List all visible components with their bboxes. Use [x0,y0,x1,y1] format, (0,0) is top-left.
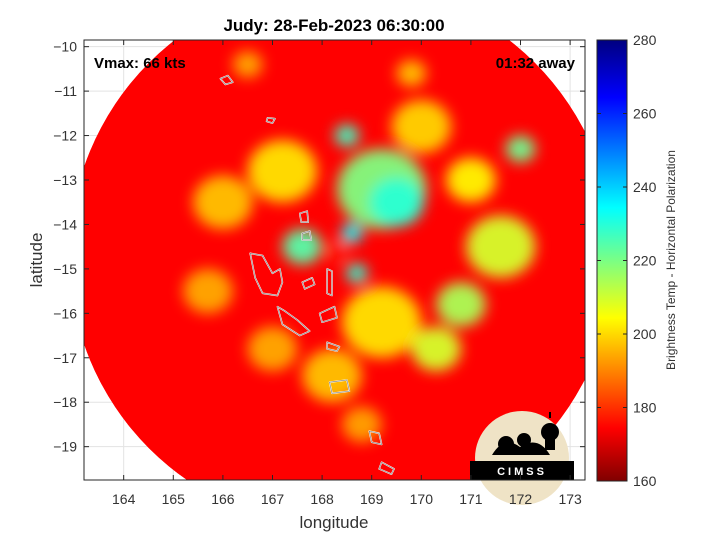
tb-feature [328,243,346,260]
tb-feature [232,51,263,78]
tb-feature [341,286,422,358]
y-axis: −10 −11 −12 −13 −14 −15 −16 −17 −18 −19 [53,39,585,455]
y-tick-label: −11 [54,83,77,99]
vmax-label: Vmax: 66 kts [94,55,186,72]
x-tick-label: 171 [459,491,483,507]
tb-feature [345,263,368,284]
tb-feature [436,282,486,327]
island-outline-inner [219,75,234,85]
island-outline-inner [301,277,316,290]
x-tick-label: 165 [162,491,186,507]
tb-feature [396,60,427,87]
chart-title: Judy: 28-Feb-2023 06:30:00 [223,16,444,35]
brightness-features [183,51,536,443]
coastlines [219,74,395,476]
tb-feature [391,100,452,154]
y-tick-label: −17 [53,350,77,366]
y-tick-label: −12 [53,128,77,144]
y-tick-label: −16 [53,305,77,321]
colorbar-label: Brightness Temp - Horizontal Polarizatio… [664,150,678,370]
island-outline-inner [301,230,312,241]
tb-feature [302,348,362,403]
tb-feature [334,124,360,147]
island-outline-inner [299,210,309,223]
x-tick-label: 170 [410,491,434,507]
tb-feature [446,157,496,203]
tb-feature [505,135,536,163]
y-tick-label: −15 [53,261,77,277]
island-outline-inner [326,268,333,297]
island-outline-inner [266,117,276,124]
y-tick-label: −13 [53,172,77,188]
colorbar-tick-label: 220 [633,253,657,269]
tb-feature [247,326,298,372]
island-outline-inner [329,379,350,394]
x-tick-label: 164 [112,491,136,507]
tb-feature [340,223,363,244]
colorbar-tick-label: 260 [633,106,657,122]
tb-feature [247,140,318,203]
cimss-logo: CIMSS [470,411,574,505]
y-tick-label: −19 [53,439,77,455]
island-outline-inner [368,430,383,445]
y-tick-label: −14 [53,216,77,232]
plot-frame [83,39,586,481]
colorbar-tick-label: 160 [633,473,657,489]
tb-feature [183,268,233,314]
y-axis-label: latitude [27,233,46,288]
island-outline-inner [319,306,338,323]
x-tick-label: 167 [261,491,285,507]
x-tick-label: 166 [211,491,235,507]
x-tick-label: 173 [558,491,582,507]
colorbar-tick-label: 180 [633,400,657,416]
x-tick-label: 169 [360,491,384,507]
colorbar-tick-label: 200 [633,326,657,342]
y-tick-label: −18 [53,394,77,410]
island-outline-inner [326,341,340,352]
tb-feature [369,177,424,227]
logo-text: CIMSS [497,466,547,478]
x-tick-label: 172 [509,491,533,507]
tb-feature [193,175,253,229]
tb-feature [282,228,323,265]
x-tick-label: 168 [310,491,334,507]
colorbar-tick-label: 240 [633,179,657,195]
colorbar-tick-label: 280 [633,32,657,48]
swath-layer [84,40,585,480]
island-outline-inner [276,306,311,336]
x-axis: 164 165 166 167 168 169 170 171 172 173 [112,40,582,507]
y-tick-label: −10 [53,39,77,55]
colorbar [596,39,628,482]
tb-feature [465,215,536,278]
tb-feature [341,406,382,443]
island-outline-inner [249,252,283,296]
tb-feature [411,326,461,372]
x-axis-label: longitude [299,513,368,532]
time-offset-label: 01:32 away [496,55,576,72]
island-outline-inner [378,461,395,475]
colorbar-ticks: 280 260 240 220 200 180 160 [597,32,657,489]
